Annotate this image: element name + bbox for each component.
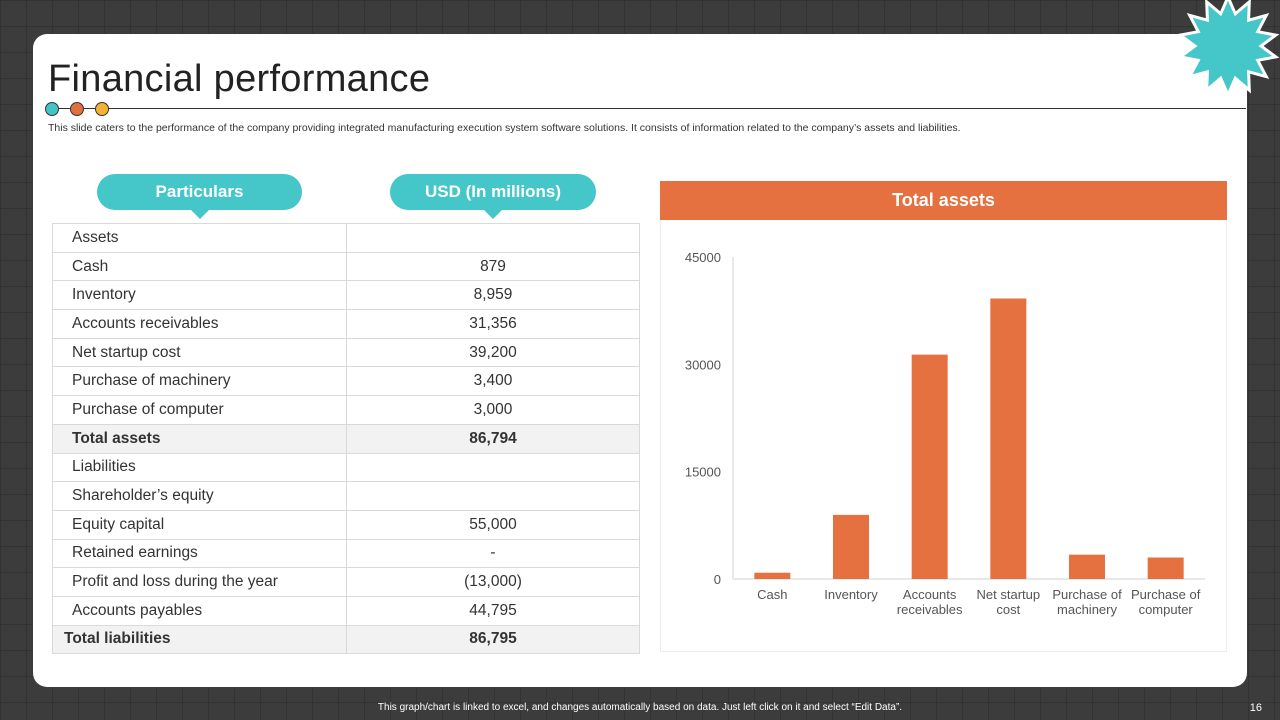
- row-value: 86,794: [346, 423, 640, 454]
- table-row: Accounts payables 44,795: [52, 595, 640, 626]
- row-value: 3,400: [346, 366, 640, 397]
- y-tick-label: 45000: [685, 250, 721, 265]
- table-row: Profit and loss during the year (13,000): [52, 567, 640, 597]
- row-label: Purchase of computer: [52, 395, 347, 425]
- row-label: Shareholder’s equity: [52, 481, 347, 511]
- row-label: Cash: [52, 251, 347, 282]
- row-value: 3,000: [346, 395, 640, 425]
- y-tick-label: 15000: [685, 465, 721, 480]
- x-tick-label: Inventory: [824, 587, 878, 602]
- table-row: Equity capital 55,000: [52, 509, 640, 540]
- row-label: Total liabilities: [52, 624, 347, 655]
- row-value: 44,795: [346, 595, 640, 626]
- row-label: Liabilities: [52, 452, 347, 483]
- decor-dot-teal: [45, 102, 59, 116]
- row-label: Accounts payables: [52, 595, 347, 626]
- table-row: Retained earnings -: [52, 538, 640, 569]
- table-row: Assets: [52, 223, 640, 253]
- title-divider: [48, 108, 1246, 109]
- x-tick-label: Accounts receivables: [897, 587, 963, 617]
- y-tick-label: 0: [714, 572, 721, 587]
- table-row: Purchase of computer 3,000: [52, 395, 640, 425]
- x-tick-label: Cash: [757, 587, 787, 602]
- bar-2: [911, 354, 948, 579]
- row-label: Net startup cost: [52, 337, 347, 368]
- row-label: Profit and loss during the year: [52, 567, 347, 597]
- row-label: Equity capital: [52, 509, 347, 540]
- bar-1: [833, 514, 869, 579]
- bar-4: [1069, 554, 1105, 579]
- table-row: Net startup cost 39,200: [52, 337, 640, 368]
- row-value: [346, 223, 640, 253]
- x-tick-label: Purchase of machinery: [1052, 587, 1122, 617]
- row-label: Purchase of machinery: [52, 366, 347, 397]
- particulars-header: Particulars: [97, 174, 302, 219]
- row-value: (13,000): [346, 567, 640, 597]
- row-value: 8,959: [346, 280, 640, 311]
- decor-dot-orange: [70, 102, 84, 116]
- bar-5: [1147, 557, 1184, 579]
- total-assets-row: Total assets 86,794: [52, 423, 640, 454]
- page-number: 16: [1249, 702, 1262, 714]
- starburst-icon: [1176, 0, 1280, 98]
- x-tick-label: Purchase of computer: [1131, 587, 1201, 617]
- table-row: Accounts receivables 31,356: [52, 309, 640, 339]
- total-assets-bar-chart: 0 15000 30000 45000 Cash Inventory Accounts rec…: [685, 250, 1205, 617]
- footer-note: This graph/chart is linked to excel, and…: [377, 702, 903, 713]
- page-subtitle: This slide caters to the performance of …: [48, 122, 961, 134]
- row-label: Accounts receivables: [52, 309, 347, 339]
- bar-0: [754, 572, 791, 579]
- y-tick-label: 30000: [685, 357, 721, 372]
- row-label: Inventory: [52, 280, 347, 311]
- x-tick-label: Net startup cost: [977, 587, 1041, 617]
- table-row: Liabilities: [52, 452, 640, 483]
- row-value: 39,200: [346, 337, 640, 368]
- row-label: Assets: [52, 223, 347, 253]
- row-value: [346, 481, 640, 511]
- chart-title: Total assets: [660, 181, 1227, 220]
- row-value: 55,000: [346, 509, 640, 540]
- table-row: Cash 879: [52, 251, 640, 282]
- table-row: Purchase of machinery 3,400: [52, 366, 640, 397]
- financial-table: Assets Cash 879 Inventory 8,959 Accounts r…: [52, 223, 640, 655]
- row-value: 86,795: [346, 624, 640, 655]
- page-title: Financial performance: [48, 58, 431, 100]
- row-value: 31,356: [346, 309, 640, 339]
- bar-3: [990, 298, 1027, 579]
- row-label: Retained earnings: [52, 538, 347, 569]
- row-value: -: [346, 538, 640, 569]
- row-value: 879: [346, 251, 640, 282]
- row-value: [346, 452, 640, 483]
- usd-header: USD (In millions): [390, 174, 596, 219]
- row-label: Total assets: [52, 423, 347, 454]
- table-row: Shareholder’s equity: [52, 481, 640, 511]
- total-liabilities-row: Total liabilities 86,795: [52, 624, 640, 655]
- table-row: Inventory 8,959: [52, 280, 640, 311]
- decor-dot-yellow: [95, 102, 109, 116]
